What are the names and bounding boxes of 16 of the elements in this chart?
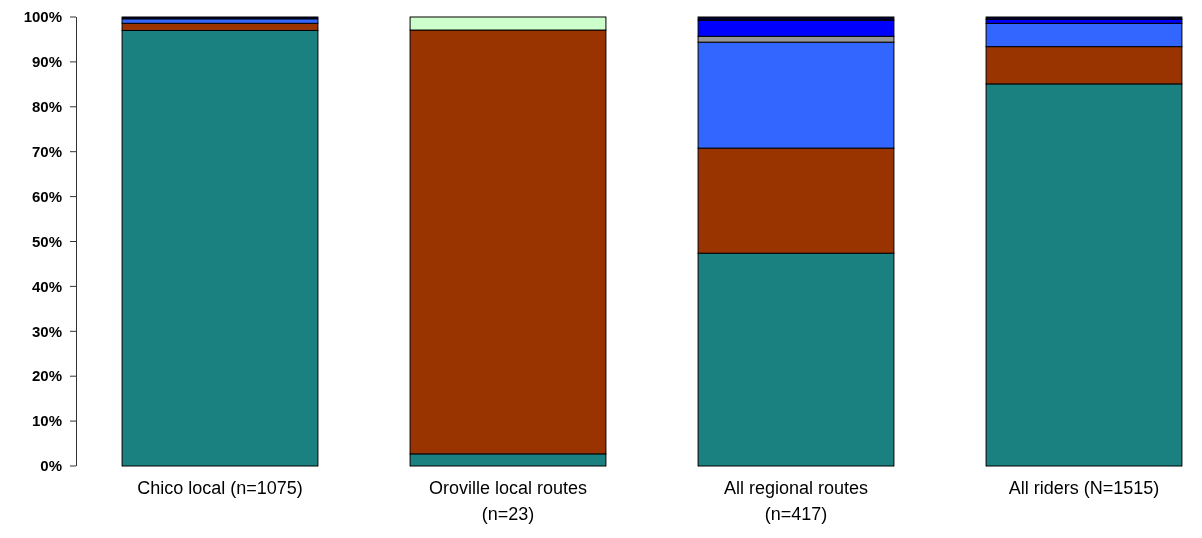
x-tick-label: Chico local (n=1075) bbox=[137, 478, 303, 498]
y-tick-label: 70% bbox=[31, 142, 62, 160]
y-tick-label: 80% bbox=[31, 98, 62, 116]
y-tick-label: 40% bbox=[31, 277, 62, 295]
bar bbox=[985, 16, 1183, 20]
y-tick-label: 100% bbox=[23, 8, 62, 26]
x-tick-label: Oroville local routes (n=23) bbox=[428, 478, 588, 524]
y-tick-label: 30% bbox=[31, 322, 62, 340]
x-tick-label: All riders (N=1515) bbox=[1008, 478, 1160, 498]
y-tick-label: 0% bbox=[40, 457, 62, 475]
x-tick-label: All regional routes (n=417) bbox=[723, 478, 869, 524]
y-tick-label: 90% bbox=[31, 53, 62, 71]
y-tick-label: 10% bbox=[31, 412, 62, 430]
y-tick-label: 60% bbox=[31, 187, 62, 205]
y-tick-label: 20% bbox=[31, 367, 62, 385]
y-tick-label: 50% bbox=[31, 232, 62, 250]
